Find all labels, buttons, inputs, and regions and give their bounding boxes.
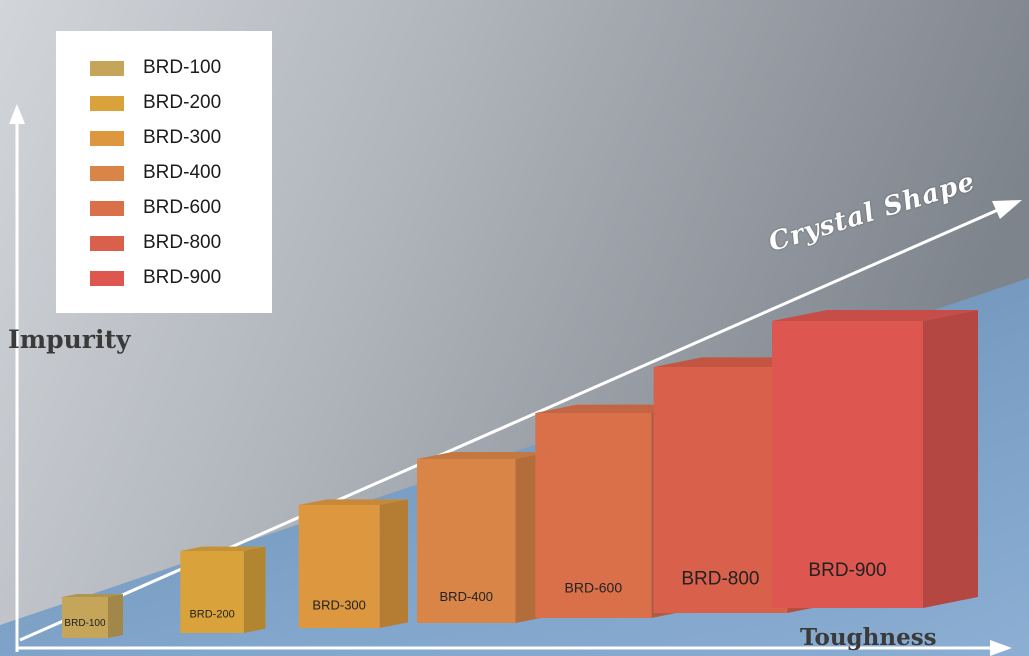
chart-bars: BRD-100 BRD-200 BRD-300 BRD-400 BRD-600 BRD-8…	[62, 310, 978, 638]
bar-front	[180, 551, 244, 633]
legend-swatch	[90, 200, 124, 216]
legend-item: BRD-200	[90, 92, 221, 114]
bar-label: BRD-800	[681, 568, 759, 589]
legend-swatch	[90, 270, 124, 286]
bar-top	[417, 452, 551, 459]
bar-brd-100: BRD-100	[62, 594, 123, 638]
legend-item: BRD-900	[90, 267, 221, 289]
legend-item: BRD-100	[90, 57, 221, 79]
bar-top	[772, 310, 978, 321]
bar-front	[772, 321, 923, 608]
bar-side	[379, 499, 408, 628]
legend-swatch	[90, 165, 124, 181]
bar-brd-200: BRD-200	[180, 546, 266, 633]
bar-label: BRD-400	[440, 589, 493, 604]
legend-swatch	[90, 235, 124, 251]
bar-top	[535, 404, 693, 413]
legend-item: BRD-600	[90, 197, 221, 219]
bar-top	[180, 546, 266, 551]
legend-item: BRD-800	[90, 232, 221, 254]
bar-brd-300: BRD-300	[298, 499, 408, 628]
bar-label: BRD-200	[189, 609, 234, 621]
legend-item: BRD-300	[90, 127, 221, 149]
legend-label: BRD-100	[143, 57, 222, 78]
depth-axis-arrow	[992, 200, 1022, 219]
legend-swatch	[90, 95, 124, 111]
bar-label: BRD-600	[565, 580, 623, 596]
bar-side	[108, 594, 123, 638]
x-axis-label: Toughness	[800, 624, 937, 651]
bar-brd-400: BRD-400	[417, 452, 551, 623]
legend-label: BRD-200	[143, 92, 222, 113]
bar-brd-900: BRD-900	[772, 310, 978, 608]
bar-front	[298, 505, 380, 628]
legend-swatch	[90, 130, 124, 146]
legend-label: BRD-600	[143, 197, 222, 218]
bar-side	[243, 546, 266, 633]
bar-label: BRD-900	[808, 560, 886, 581]
bar-front	[653, 367, 788, 613]
bar-label: BRD-300	[312, 597, 365, 612]
legend-item: BRD-400	[90, 162, 221, 184]
bar-side	[923, 310, 978, 608]
bar-front	[417, 459, 516, 623]
bar-front	[535, 413, 652, 618]
legend-label: BRD-800	[143, 232, 222, 253]
bar-top	[62, 594, 123, 597]
bar-front	[62, 597, 108, 638]
legend-swatch	[90, 60, 124, 76]
bar-top	[298, 499, 408, 505]
legend-label: BRD-900	[143, 267, 222, 288]
bar-label: BRD-100	[64, 618, 106, 629]
x-axis-arrow	[990, 640, 1012, 656]
legend: BRD-100 BRD-200 BRD-300 BRD-400 BRD-600 BRD-8…	[56, 31, 272, 313]
y-axis-arrow	[9, 104, 25, 124]
legend-label: BRD-300	[143, 127, 222, 148]
legend-label: BRD-400	[143, 162, 222, 183]
y-axis-label: Impurity	[8, 325, 131, 354]
